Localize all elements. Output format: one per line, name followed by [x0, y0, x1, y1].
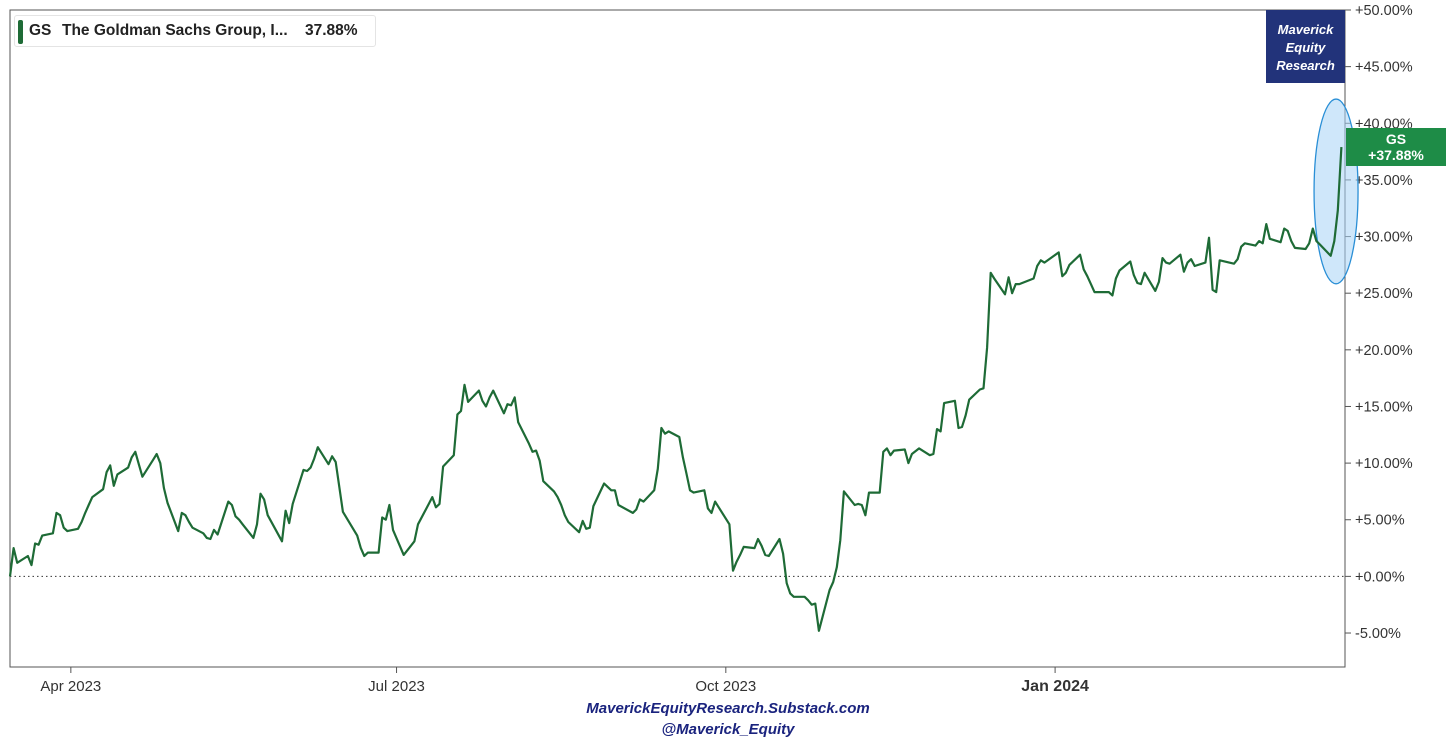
y-tick-label: +0.00%	[1355, 569, 1405, 585]
brand-line-1: Maverick	[1277, 22, 1334, 37]
legend-name: The Goldman Sachs Group, I...	[62, 22, 288, 39]
legend: GS The Goldman Sachs Group, I... 37.88%	[14, 15, 376, 47]
tag-symbol: GS	[1385, 131, 1407, 147]
x-tick-label: Jul 2023	[368, 678, 425, 695]
highlight-ellipse	[1313, 98, 1359, 285]
y-tick-label: +45.00%	[1355, 60, 1413, 76]
legend-symbol: GS	[29, 22, 52, 39]
y-tick-label: +30.00%	[1355, 230, 1413, 246]
brand-line-3: Research	[1276, 58, 1335, 73]
footer-handle: @Maverick_Equity	[661, 721, 795, 738]
highlight-layer	[1313, 98, 1359, 285]
y-tick-label: -5.00%	[1355, 626, 1401, 642]
y-tick-label: +5.00%	[1355, 513, 1405, 529]
x-tick-label: Apr 2023	[40, 678, 101, 695]
y-tick-label: +20.00%	[1355, 343, 1413, 359]
legend-swatch	[18, 20, 23, 44]
x-tick-label: Jan 2024	[1021, 678, 1089, 695]
brand-logo: Maverick Equity Research	[1266, 10, 1345, 83]
y-tick-label: +35.00%	[1355, 173, 1413, 189]
brand-line-2: Equity	[1285, 40, 1326, 55]
footer-website: MaverickEquityResearch.Substack.com	[586, 700, 870, 717]
x-tick-label: Oct 2023	[695, 678, 756, 695]
y-tick-label: +10.00%	[1355, 456, 1413, 472]
y-tick-label: +50.00%	[1355, 3, 1413, 19]
last-value-tag: GS +37.88%	[1346, 128, 1446, 166]
legend-value: 37.88%	[305, 22, 358, 39]
plot-area	[9, 9, 1346, 668]
y-tick-label: +25.00%	[1355, 286, 1413, 302]
series-line-gs	[8, 147, 1343, 632]
series-layer	[8, 147, 1343, 632]
y-axis: -5.00% +0.00% +5.00% +10.00% +15.00% +20.00% +…	[1345, 3, 1413, 642]
x-axis: Apr 2023 Jul 2023 Oct 2023 Jan 2024	[40, 667, 1089, 695]
tag-value: +37.88%	[1368, 147, 1424, 163]
y-tick-label: +15.00%	[1355, 399, 1413, 415]
